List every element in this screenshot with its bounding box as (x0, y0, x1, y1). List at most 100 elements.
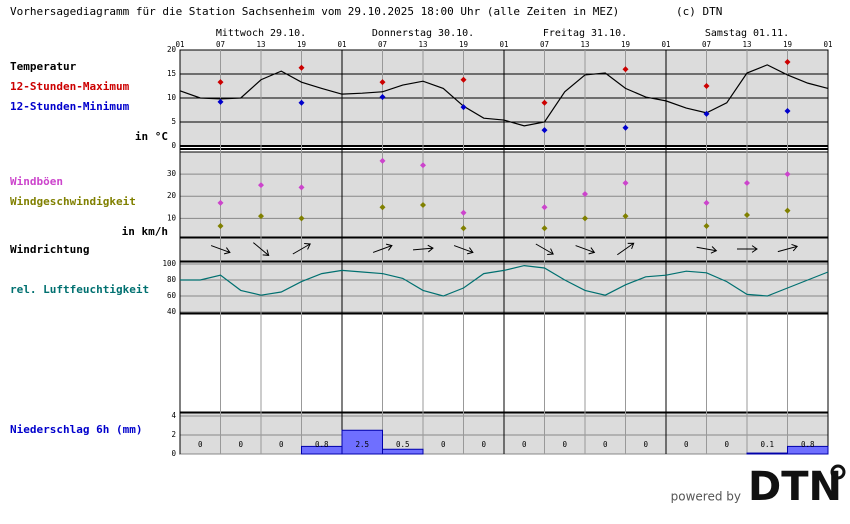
wind-arrow (575, 245, 596, 255)
point (460, 104, 467, 111)
x-tick-label: 13 (580, 40, 589, 49)
point (582, 215, 588, 222)
point (541, 99, 548, 106)
point (217, 79, 224, 86)
x-tick-label: 13 (742, 40, 751, 49)
y-tick-label: 20 (167, 191, 177, 200)
point (744, 179, 750, 186)
legend-label: Temperatur (10, 60, 77, 73)
point (622, 179, 629, 186)
y-tick-label: 80 (167, 275, 177, 284)
bar-label: 0.1 (760, 440, 774, 449)
point (622, 66, 629, 73)
wind-arrow (453, 245, 474, 255)
panel-title: Windrichtung (10, 243, 89, 256)
legend-label: rel. Luftfeuchtigkeit (10, 283, 149, 296)
logo: DTN (748, 464, 842, 510)
bar (787, 445, 829, 455)
point (258, 182, 264, 189)
point (298, 64, 305, 71)
logo-prefix: powered by (671, 490, 741, 504)
y-tick-label: 60 (167, 291, 177, 300)
x-tick-label: 13 (256, 40, 265, 49)
credit: (c) DTN (676, 5, 722, 18)
x-tick-label: 19 (783, 40, 792, 49)
bar-label: 0 (724, 440, 729, 449)
x-tick-label: 19 (621, 40, 630, 49)
point (703, 83, 710, 89)
y-tick-label: 4 (171, 411, 176, 420)
point (420, 202, 426, 209)
wind-arrow (292, 243, 311, 255)
bar-label: 0 (562, 440, 567, 449)
point (298, 99, 305, 106)
x-tick-label: 01 (175, 40, 184, 49)
point (784, 207, 791, 214)
wind-arrow (696, 246, 718, 254)
bar-label: 0.8 (315, 440, 329, 449)
wind-arrow (777, 243, 799, 253)
x-tick-label: 07 (540, 40, 549, 49)
point (298, 184, 305, 191)
series-line (180, 264, 829, 297)
point (582, 191, 588, 197)
y-tick-label: 5 (171, 117, 176, 126)
bar (341, 429, 383, 455)
y-tick-label: 40 (167, 307, 177, 316)
bar-label: 0.5 (396, 440, 410, 449)
x-tick-label: 13 (418, 40, 427, 49)
point (541, 225, 548, 232)
wind-arrow (737, 245, 758, 253)
bar-label: 0 (279, 440, 284, 449)
wind-arrow (253, 242, 270, 256)
wind-arrow (535, 243, 554, 255)
bar-label: 0 (481, 440, 486, 449)
point (379, 79, 386, 86)
x-tick-label: 07 (702, 40, 711, 49)
point (622, 213, 629, 220)
y-tick-label: 30 (167, 169, 177, 178)
point (460, 225, 467, 232)
bar-label: 0 (684, 440, 689, 449)
y-tick-label: 15 (167, 69, 176, 78)
point (460, 76, 467, 83)
point (784, 171, 791, 178)
x-tick-label: 07 (378, 40, 387, 49)
point (298, 215, 305, 222)
day-label: Donnerstag 30.10. (372, 28, 474, 39)
point (541, 204, 548, 211)
wind-arrow (372, 243, 393, 253)
y-tick-label: 20 (167, 45, 177, 54)
y-tick-label: 10 (167, 93, 177, 102)
bar-label: 0 (238, 440, 243, 449)
point (703, 110, 710, 117)
wind-arrow (617, 242, 635, 256)
bar-label: 0 (198, 440, 203, 449)
x-tick-label: 19 (297, 40, 306, 49)
point (379, 94, 386, 101)
day-label: Mittwoch 29.10. (216, 28, 306, 39)
y-tick-label: 2 (171, 430, 176, 439)
point (420, 162, 426, 169)
bar-label: 0 (603, 440, 608, 449)
wind-arrow (412, 244, 434, 253)
point (217, 199, 224, 206)
bar (746, 452, 788, 455)
point (703, 223, 710, 230)
bar-label: 0 (441, 440, 446, 449)
x-tick-label: 07 (216, 40, 225, 49)
chart-title: Vorhersagediagramm für die Station Sachs… (10, 5, 619, 18)
unit-label: in km/h (122, 225, 168, 238)
point (217, 223, 224, 230)
logo-dot (830, 464, 846, 480)
series-line (179, 64, 829, 127)
point (379, 204, 386, 211)
x-tick-label: 01 (499, 40, 508, 49)
legend-label: 12-Stunden-Minimum (10, 100, 130, 113)
x-tick-label: 01 (337, 40, 346, 49)
day-label: Samstag 01.11. (705, 28, 789, 39)
legend-label: Windböen (10, 175, 63, 188)
y-tick-label: 10 (167, 213, 177, 222)
